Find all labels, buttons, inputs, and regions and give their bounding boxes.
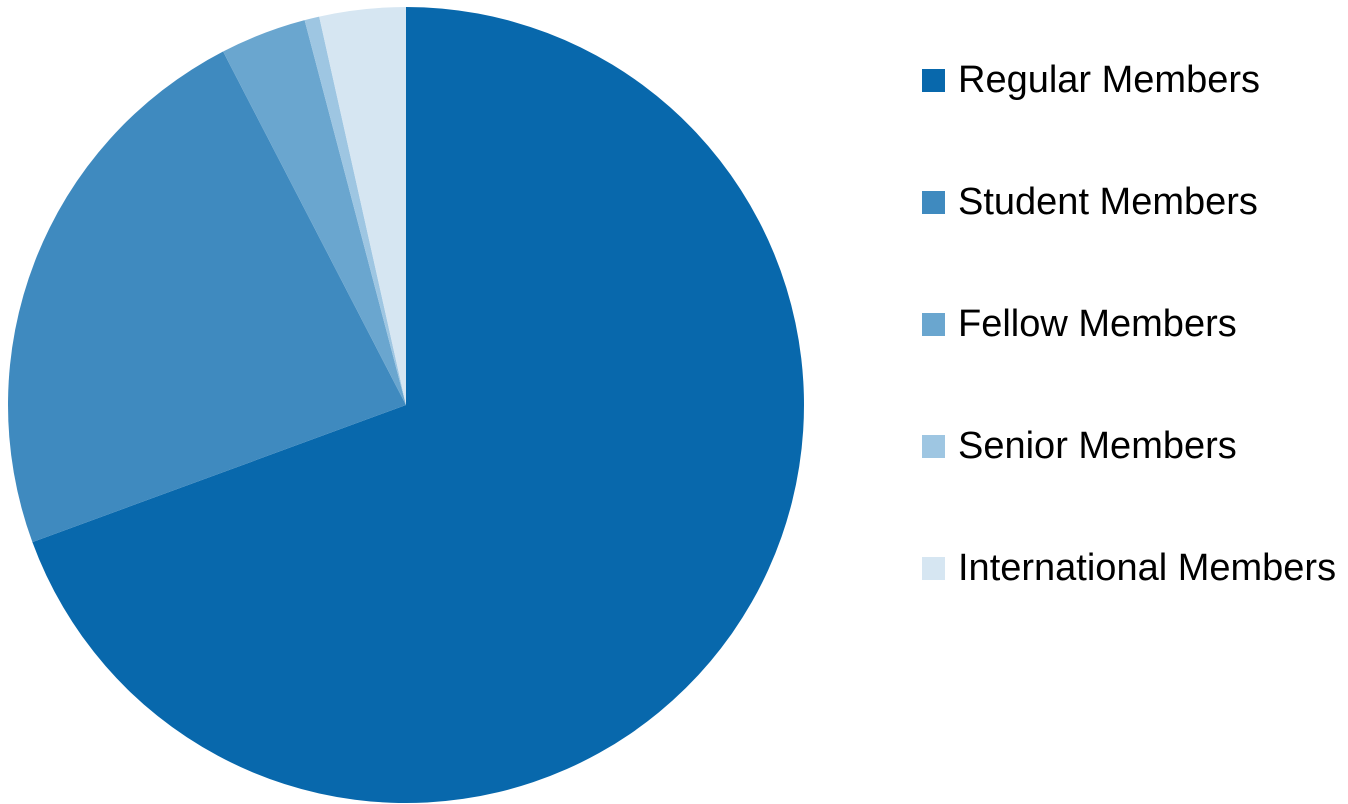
pie-slice: [32, 7, 805, 803]
chart: [8, 7, 805, 803]
legend-label: International Members: [958, 547, 1337, 589]
legend-swatch: [922, 557, 945, 580]
legend-label: Student Members: [958, 181, 1258, 223]
pie-slice: [304, 16, 406, 405]
legend-swatch: [922, 69, 945, 92]
legend: Regular Members Student Members Fellow Mem…: [922, 52, 1348, 662]
legend-item: Regular Members: [922, 52, 1348, 174]
legend-label: Fellow Members: [958, 303, 1237, 345]
pie-slice: [319, 7, 406, 405]
legend-item: International Members: [922, 540, 1348, 662]
legend-label: Regular Members: [958, 59, 1260, 101]
pie-slice: [8, 51, 407, 543]
legend-swatch: [922, 313, 945, 336]
legend-label: Senior Members: [958, 425, 1237, 467]
legend-swatch: [922, 191, 945, 214]
pie-slice: [223, 20, 406, 405]
legend-item: Student Members: [922, 174, 1348, 296]
legend-item: Senior Members: [922, 418, 1348, 540]
legend-swatch: [922, 435, 945, 458]
legend-item: Fellow Members: [922, 296, 1348, 418]
